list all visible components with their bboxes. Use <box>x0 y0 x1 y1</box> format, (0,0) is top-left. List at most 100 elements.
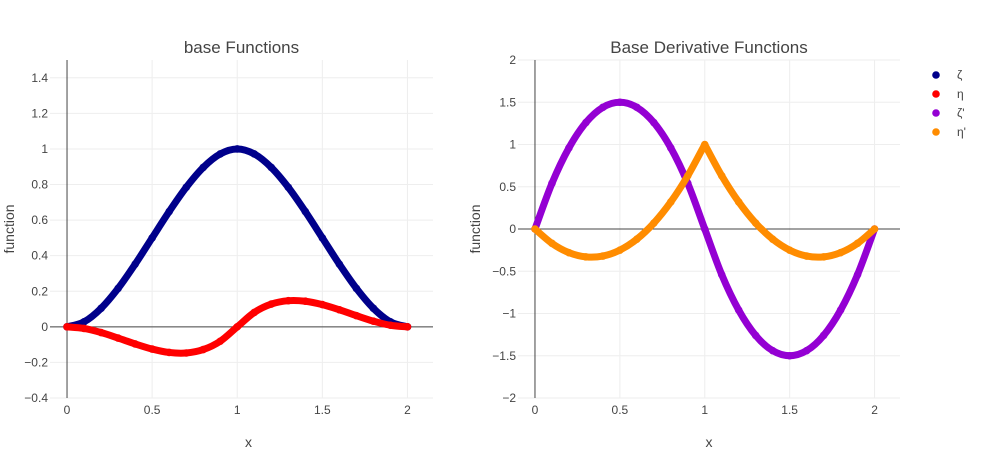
data-point[interactable] <box>768 346 777 355</box>
data-point[interactable] <box>267 163 276 172</box>
data-point[interactable] <box>650 118 658 127</box>
data-point[interactable] <box>97 304 105 313</box>
data-point[interactable] <box>369 317 378 325</box>
data-point[interactable] <box>182 349 190 357</box>
x-tick-label: 2 <box>871 403 878 417</box>
data-point[interactable] <box>616 98 624 107</box>
data-point[interactable] <box>700 140 709 149</box>
chart-panel-base-derivative-functions[interactable]: 0 0.5 1 1.5 2 −2 −1.5 −1 −0.5 0 0.5 1 1.5 2 Base Deriv… <box>467 38 900 450</box>
data-point[interactable] <box>131 260 139 269</box>
data-point[interactable] <box>853 270 862 279</box>
series-2[interactable] <box>531 140 879 261</box>
data-point[interactable] <box>751 219 760 227</box>
data-point[interactable] <box>717 171 726 180</box>
data-point[interactable] <box>836 306 845 314</box>
data-point[interactable] <box>683 171 692 180</box>
data-point[interactable] <box>819 331 828 340</box>
series-1[interactable] <box>63 145 412 331</box>
data-point[interactable] <box>751 331 760 340</box>
x-tick-label: 1.5 <box>314 403 331 417</box>
data-point[interactable] <box>301 207 310 216</box>
data-point[interactable] <box>548 239 556 248</box>
data-point[interactable] <box>182 183 190 192</box>
data-point[interactable] <box>369 304 378 313</box>
data-point[interactable] <box>216 150 225 158</box>
data-point[interactable] <box>352 284 361 293</box>
data-point[interactable] <box>80 324 88 333</box>
data-point[interactable] <box>599 252 607 260</box>
data-point[interactable] <box>633 103 641 112</box>
legend-label: η <box>957 87 964 101</box>
data-point[interactable] <box>633 235 641 243</box>
data-point[interactable] <box>199 163 207 172</box>
data-point[interactable] <box>819 253 828 261</box>
data-point[interactable] <box>335 260 344 269</box>
data-point[interactable] <box>250 308 259 317</box>
data-point[interactable] <box>284 296 293 305</box>
data-point[interactable] <box>700 225 709 233</box>
data-point[interactable] <box>616 246 624 254</box>
data-point[interactable] <box>148 234 156 242</box>
data-point[interactable] <box>403 323 412 331</box>
data-point[interactable] <box>548 179 556 188</box>
data-point[interactable] <box>335 305 344 314</box>
data-point[interactable] <box>599 103 607 112</box>
legend-item[interactable]: η' <box>932 125 966 139</box>
data-point[interactable] <box>233 145 242 153</box>
data-point[interactable] <box>768 235 777 243</box>
y-tick-label: 1.5 <box>499 95 516 109</box>
data-point[interactable] <box>565 248 573 257</box>
data-point[interactable] <box>80 318 88 326</box>
data-point[interactable] <box>836 248 845 257</box>
data-point[interactable] <box>717 270 726 279</box>
data-point[interactable] <box>318 300 327 309</box>
data-point[interactable] <box>199 345 207 354</box>
x-tick-label: 2 <box>404 403 411 417</box>
data-point[interactable] <box>165 207 173 216</box>
legend[interactable]: ζη ζ' η' <box>932 68 966 139</box>
data-point[interactable] <box>114 284 122 293</box>
x-tick-label: 0 <box>532 403 539 417</box>
data-point[interactable] <box>650 219 658 227</box>
data-point[interactable] <box>352 311 361 320</box>
data-point[interactable] <box>250 150 259 158</box>
data-point[interactable] <box>531 225 539 233</box>
legend-marker <box>932 128 940 136</box>
data-point[interactable] <box>131 340 139 348</box>
chart-panel-base-functions[interactable]: 0 0.5 1 1.5 2 −0.4 −0.2 0 0.2 0.4 0.6 0.8 1 1.2 1.4 bas… <box>1 38 433 450</box>
data-point[interactable] <box>853 239 862 248</box>
data-point[interactable] <box>148 345 156 353</box>
data-point[interactable] <box>565 144 573 152</box>
legend-item[interactable]: ζ <box>932 68 963 82</box>
data-point[interactable] <box>284 183 293 192</box>
data-point[interactable] <box>582 253 590 261</box>
data-point[interactable] <box>667 198 675 206</box>
data-point[interactable] <box>785 246 794 254</box>
data-point[interactable] <box>870 225 879 233</box>
data-point[interactable] <box>318 234 327 242</box>
data-point[interactable] <box>267 300 276 308</box>
data-point[interactable] <box>386 321 395 330</box>
data-point[interactable] <box>582 118 590 127</box>
data-point[interactable] <box>301 297 310 306</box>
y-tick-label: 0.4 <box>31 249 48 263</box>
y-tick-label: 2 <box>509 53 516 67</box>
data-point[interactable] <box>63 323 71 331</box>
legend-item[interactable]: ζ' <box>932 106 965 120</box>
data-point[interactable] <box>802 346 811 355</box>
data-point[interactable] <box>734 306 743 314</box>
data-point[interactable] <box>216 337 225 346</box>
data-point[interactable] <box>802 252 811 260</box>
data-point[interactable] <box>165 348 173 357</box>
data-point[interactable] <box>97 328 105 337</box>
data-point[interactable] <box>114 334 122 342</box>
x-axis-label: x <box>245 434 252 450</box>
legend-marker <box>932 109 940 117</box>
data-point[interactable] <box>233 323 242 331</box>
data-point[interactable] <box>785 351 794 360</box>
data-point[interactable] <box>734 198 743 206</box>
data-point[interactable] <box>667 144 675 152</box>
series-2[interactable] <box>63 296 412 357</box>
legend-item[interactable]: η <box>932 87 964 101</box>
y-tick-label: 0 <box>509 222 516 236</box>
